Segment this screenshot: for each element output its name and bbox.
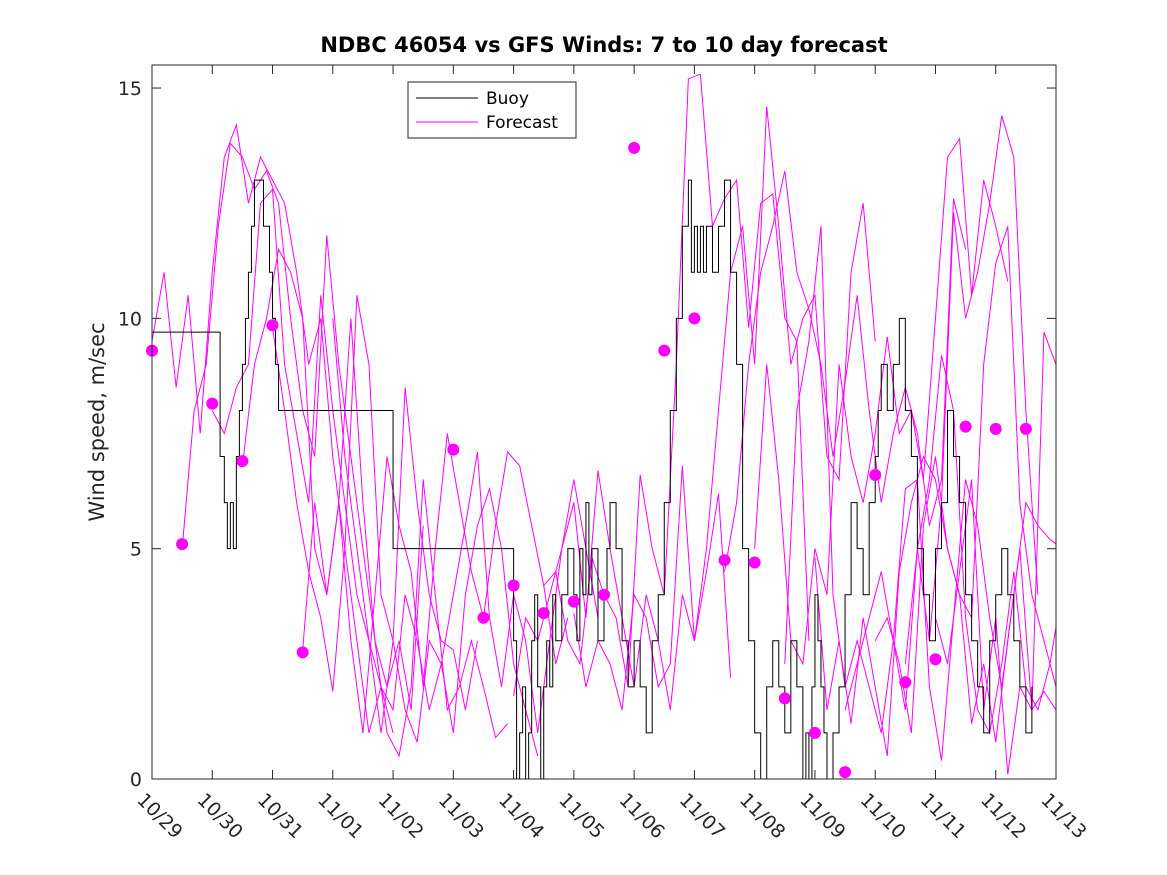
forecast-marker [1019, 422, 1032, 435]
buoy-line [152, 179, 1033, 780]
legend: Buoy Forecast [407, 81, 577, 139]
chart-title: NDBC 46054 vs GFS Winds: 7 to 10 day for… [320, 33, 887, 57]
plot-frame [151, 64, 1057, 780]
forecast-marker [206, 397, 219, 410]
forecast-marker [628, 141, 641, 154]
forecast-line-4 [241, 247, 508, 758]
forecast-marker [959, 420, 972, 433]
forecast-marker [869, 468, 882, 481]
y-tick-label: 10 [118, 308, 142, 330]
y-tick-label: 15 [118, 78, 142, 100]
forecast-marker [507, 579, 520, 592]
forecast-marker [899, 676, 912, 689]
forecast-line-3 [211, 188, 478, 733]
forecast-marker [296, 646, 309, 659]
forecast-marker [718, 554, 731, 567]
forecast-marker [929, 653, 942, 666]
y-tick-label: 5 [130, 539, 142, 561]
forecast-marker [989, 422, 1002, 435]
forecast-marker [266, 319, 279, 332]
forecast-line-13 [784, 115, 1039, 734]
forecast-marker [658, 344, 671, 357]
forecast-markers [146, 141, 1032, 779]
y-axis-label: Wind speed, m/sec [85, 322, 109, 521]
forecast-marker [808, 726, 821, 739]
legend-buoy-label: Buoy [486, 89, 529, 109]
y-tick-label: 0 [130, 769, 142, 791]
legend-box [407, 81, 577, 139]
forecast-marker [688, 312, 701, 325]
forecast-marker [477, 611, 490, 624]
forecast-line-10 [573, 106, 876, 711]
forecast-marker [236, 455, 249, 468]
forecast-marker [176, 538, 189, 551]
forecast-line-16 [874, 331, 1057, 743]
forecast-marker [778, 692, 791, 705]
forecast-line-5 [272, 295, 539, 757]
legend-forecast-label: Forecast [486, 113, 558, 133]
forecast-marker [537, 607, 550, 620]
series-layer [151, 73, 1057, 780]
forecast-marker [748, 556, 761, 569]
forecast-marker [598, 588, 610, 601]
forecast-line-11 [724, 170, 967, 572]
forecast-line-1 [151, 122, 394, 734]
forecast-marker [447, 443, 460, 456]
forecast-line-7 [332, 318, 599, 733]
forecast-marker [839, 766, 852, 779]
forecast-line-14 [814, 226, 1057, 757]
forecast-marker [567, 595, 580, 608]
plot-area [152, 65, 1056, 779]
